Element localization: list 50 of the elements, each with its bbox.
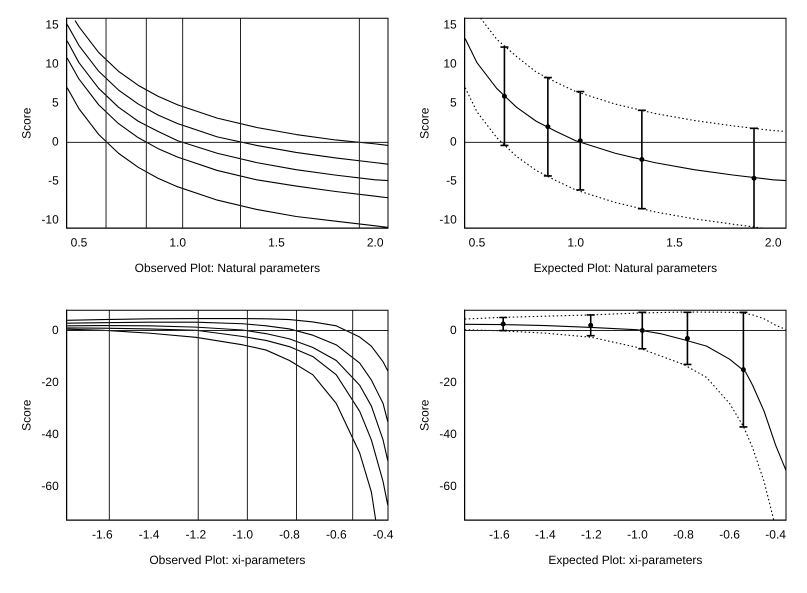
y-axis-title: Score bbox=[418, 399, 432, 431]
x-tick-label: 0.5 bbox=[468, 236, 486, 250]
x-tick-label: -1.2 bbox=[186, 528, 207, 542]
x-tick-label: -1.6 bbox=[92, 528, 113, 542]
x-tick-label: -1.0 bbox=[627, 528, 648, 542]
x-tick-label: -1.2 bbox=[581, 528, 602, 542]
x-tick-label: 1.0 bbox=[567, 236, 584, 250]
x-tick-label: 1.0 bbox=[169, 236, 186, 250]
y-tick-label: -40 bbox=[41, 427, 60, 442]
x-tick-label: -1.4 bbox=[535, 528, 556, 542]
y-tick-label: -20 bbox=[41, 374, 60, 389]
y-tick-label: -10 bbox=[439, 212, 458, 227]
x-tick-label: -1.4 bbox=[138, 528, 160, 542]
y-tick-label: 5 bbox=[450, 96, 458, 110]
x-tick-label: -1.0 bbox=[232, 528, 254, 542]
y-tick-label: -10 bbox=[41, 212, 60, 227]
x-tick-label: 0.5 bbox=[70, 236, 88, 250]
y-tick-label: -5 bbox=[48, 174, 60, 188]
x-tick-label: -0.8 bbox=[673, 528, 694, 542]
y-tick-label: 15 bbox=[45, 18, 60, 32]
x-axis-title: Expected Plot: Natural parameters bbox=[534, 261, 718, 276]
y-axis-title: Score bbox=[20, 107, 34, 139]
y-tick-label: -40 bbox=[439, 427, 458, 442]
y-tick-label: 0 bbox=[52, 134, 60, 149]
x-tick-label: 2.0 bbox=[366, 236, 384, 250]
x-tick-label: -0.4 bbox=[765, 528, 786, 542]
x-tick-label: 2.0 bbox=[764, 236, 782, 250]
x-tick-label: -0.6 bbox=[326, 528, 347, 542]
y-tick-label: 0 bbox=[450, 322, 458, 337]
y-tick-label: 0 bbox=[450, 134, 458, 149]
y-tick-label: -5 bbox=[446, 174, 458, 188]
x-axis-title: Observed Plot: Natural parameters bbox=[134, 261, 320, 276]
y-tick-label: 10 bbox=[45, 56, 60, 71]
x-tick-label: 1.5 bbox=[666, 236, 684, 250]
y-axis-title: Score bbox=[20, 399, 34, 431]
x-axis-title: Expected Plot: xi-parameters bbox=[548, 553, 702, 568]
y-tick-label: -60 bbox=[41, 479, 60, 494]
y-tick-label: -20 bbox=[439, 374, 458, 389]
x-tick-label: 1.5 bbox=[268, 236, 286, 250]
x-tick-label: -0.4 bbox=[372, 528, 394, 542]
x-axis-title: Observed Plot: xi-parameters bbox=[149, 553, 306, 568]
x-tick-label: -0.8 bbox=[279, 528, 300, 542]
y-tick-label: 15 bbox=[443, 18, 458, 32]
x-tick-label: -0.6 bbox=[719, 528, 740, 542]
y-tick-label: 10 bbox=[443, 56, 458, 71]
x-tick-label: -1.6 bbox=[488, 528, 510, 542]
y-tick-label: 0 bbox=[52, 322, 60, 337]
y-tick-label: 5 bbox=[52, 96, 60, 110]
y-tick-label: -60 bbox=[439, 479, 458, 494]
y-axis-title: Score bbox=[418, 107, 432, 139]
